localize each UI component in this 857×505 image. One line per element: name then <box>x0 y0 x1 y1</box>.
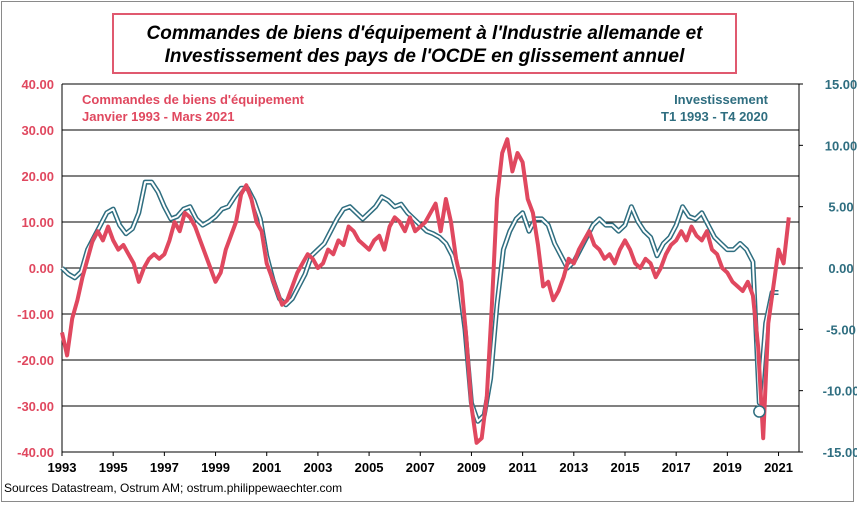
x-tick-label: 2011 <box>509 460 537 475</box>
chart-title-box: Commandes de biens d'équipement à l'Indu… <box>112 13 737 74</box>
left-axis-ticks: 40.00 30.00 20.00 10.00 0.00 -10.00 -20.00 -30.… <box>17 77 54 460</box>
x-tick-label: 2013 <box>559 460 588 475</box>
legend-investment-subtitle: T1 1993 - T4 2020 <box>661 109 768 124</box>
left-tick-label: -10.00 <box>17 307 54 322</box>
source-note: Sources Datastream, Ostrum AM; ostrum.ph… <box>4 481 343 495</box>
x-tick-label: 2009 <box>457 460 486 475</box>
right-tick-label: 10.00 <box>825 138 857 153</box>
legend-investment-name: Investissement <box>674 92 769 107</box>
legend: Commandes de biens d'équipement Janvier … <box>82 92 769 124</box>
x-axis-ticks: 1993 1995 1997 1999 2001 2003 2005 2007 2009 2011… <box>48 452 793 475</box>
legend-orders-subtitle: Janvier 1993 - Mars 2021 <box>82 109 235 124</box>
x-tick-label: 2007 <box>406 460 435 475</box>
x-tick-label: 1999 <box>201 460 230 475</box>
left-tick-label: -20.00 <box>17 353 54 368</box>
left-tick-label: -40.00 <box>17 445 54 460</box>
x-tick-label: 2021 <box>764 460 793 475</box>
x-tick-label: 2001 <box>252 460 281 475</box>
x-tick-label: 2017 <box>662 460 691 475</box>
series-orders-line <box>60 137 791 445</box>
right-axis-ticks: 15.00 10.00 5.00 0.00 -5.00 -10.00 -15.00 <box>799 77 857 460</box>
x-tick-label: 2003 <box>303 460 332 475</box>
chart-title-line1: Commandes de biens d'équipement à l'Indu… <box>146 23 703 44</box>
investment-marker <box>753 405 766 418</box>
chart-title-line2: Investissement des pays de l'OCDE en gli… <box>164 46 685 67</box>
x-tick-label: 2015 <box>611 460 640 475</box>
series-investment-line <box>61 181 779 423</box>
left-tick-label: 10.00 <box>21 215 54 230</box>
x-tick-label: 1997 <box>150 460 179 475</box>
right-tick-label: 5.00 <box>828 200 853 215</box>
left-tick-label: -30.00 <box>17 399 54 414</box>
left-tick-label: 0.00 <box>29 261 54 276</box>
series-lines <box>60 137 791 445</box>
left-tick-label: 40.00 <box>21 77 54 92</box>
right-tick-label: 15.00 <box>825 77 857 92</box>
x-tick-label: 2019 <box>713 460 742 475</box>
right-tick-label: -15.00 <box>823 445 857 460</box>
x-tick-label: 1993 <box>48 460 77 475</box>
left-tick-label: 20.00 <box>21 169 54 184</box>
legend-orders-name: Commandes de biens d'équipement <box>82 92 305 107</box>
x-tick-label: 1995 <box>99 460 128 475</box>
right-tick-label: 0.00 <box>828 261 853 276</box>
right-tick-label: -10.00 <box>823 384 857 399</box>
right-tick-label: -5.00 <box>826 322 856 337</box>
left-tick-label: 30.00 <box>21 123 54 138</box>
gridlines <box>61 83 800 453</box>
x-tick-label: 2005 <box>355 460 384 475</box>
